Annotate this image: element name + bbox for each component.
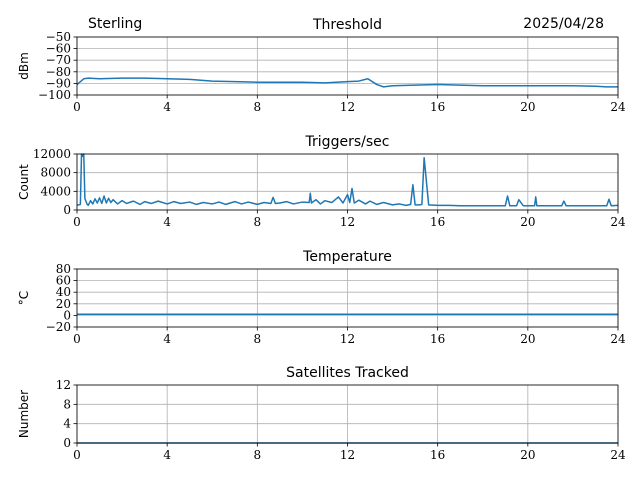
- y-axis-label: °C: [17, 291, 31, 305]
- y-tick-label: −80: [46, 65, 71, 79]
- y-tick-label: −60: [46, 42, 71, 56]
- y-tick-label: 0: [63, 203, 71, 217]
- y-tick-label: 12000: [33, 147, 71, 161]
- x-tick-label: 24: [610, 332, 626, 346]
- y-tick-label: −20: [46, 320, 71, 334]
- x-tick-label: 4: [163, 215, 171, 229]
- x-tick-label: 24: [610, 448, 626, 462]
- x-tick-label: 4: [163, 448, 171, 462]
- chart-panels: 0 4 8 12 16 20 24 −100−90−80−70−60−50 Threshold d…: [17, 17, 626, 462]
- x-tick-label: 8: [254, 332, 262, 346]
- y-tick-label: −50: [46, 30, 71, 44]
- x-tick-label: 20: [520, 332, 535, 346]
- x-tick-label: 4: [163, 100, 171, 114]
- x-tick-label: 24: [610, 215, 626, 229]
- panel-satellites: 0 4 8 12 16 20 24 0 4 8 12 Satellites Tracked Number: [17, 365, 626, 462]
- x-tick-label: 8: [254, 100, 262, 114]
- station-name: Sterling: [88, 16, 142, 32]
- y-tick-label: 4000: [40, 184, 71, 198]
- x-tick-label: 16: [430, 215, 445, 229]
- x-tick-label: 20: [520, 100, 535, 114]
- x-tick-label: 24: [610, 100, 626, 114]
- y-tick-label: 60: [56, 274, 71, 288]
- x-tick-label: 12: [340, 448, 355, 462]
- y-tick-label: −90: [46, 76, 71, 90]
- x-tick-label: 16: [430, 448, 445, 462]
- y-axis-label: Number: [17, 390, 31, 438]
- chart-title: Triggers/sec: [305, 134, 390, 150]
- x-tick-label: 12: [340, 215, 355, 229]
- x-tick-label: 12: [340, 100, 355, 114]
- x-tick-label: 0: [73, 332, 81, 346]
- x-tick-label: 4: [163, 332, 171, 346]
- series-line: [76, 77, 618, 88]
- x-tick-label: 0: [73, 215, 81, 229]
- y-tick-label: 12: [56, 378, 71, 392]
- y-tick-label: 80: [56, 262, 71, 276]
- y-axis-label: Count: [17, 164, 31, 200]
- y-tick-label: 4: [63, 417, 71, 431]
- x-tick-label: 8: [254, 448, 262, 462]
- y-tick-label: 20: [56, 297, 71, 311]
- x-tick-label: 20: [520, 215, 535, 229]
- chart-title: Temperature: [302, 249, 392, 265]
- y-tick-label: 8000: [40, 166, 71, 180]
- header-date: 2025/04/28: [523, 16, 604, 32]
- x-tick-label: 12: [340, 332, 355, 346]
- y-tick-label: 0: [63, 308, 71, 322]
- chart-title: Satellites Tracked: [286, 365, 409, 381]
- y-axis-label: dBm: [17, 52, 31, 80]
- y-tick-label: 8: [63, 397, 71, 411]
- x-tick-label: 8: [254, 215, 262, 229]
- y-tick-label: 0: [63, 436, 71, 450]
- chart-title: Threshold: [312, 17, 382, 33]
- x-tick-label: 0: [73, 100, 81, 114]
- y-tick-label: 40: [56, 285, 71, 299]
- x-tick-label: 16: [430, 332, 445, 346]
- x-tick-label: 16: [430, 100, 445, 114]
- y-tick-label: −70: [46, 53, 71, 67]
- series-line: [76, 153, 619, 207]
- x-tick-label: 20: [520, 448, 535, 462]
- x-tick-label: 0: [73, 448, 81, 462]
- y-tick-label: −100: [38, 88, 71, 102]
- panel-triggers: 0 4 8 12 16 20 24 0 4000 8000 12000 Triggers/sec Cou…: [17, 134, 626, 229]
- panel-threshold: 0 4 8 12 16 20 24 −100−90−80−70−60−50 Threshold d…: [17, 17, 626, 114]
